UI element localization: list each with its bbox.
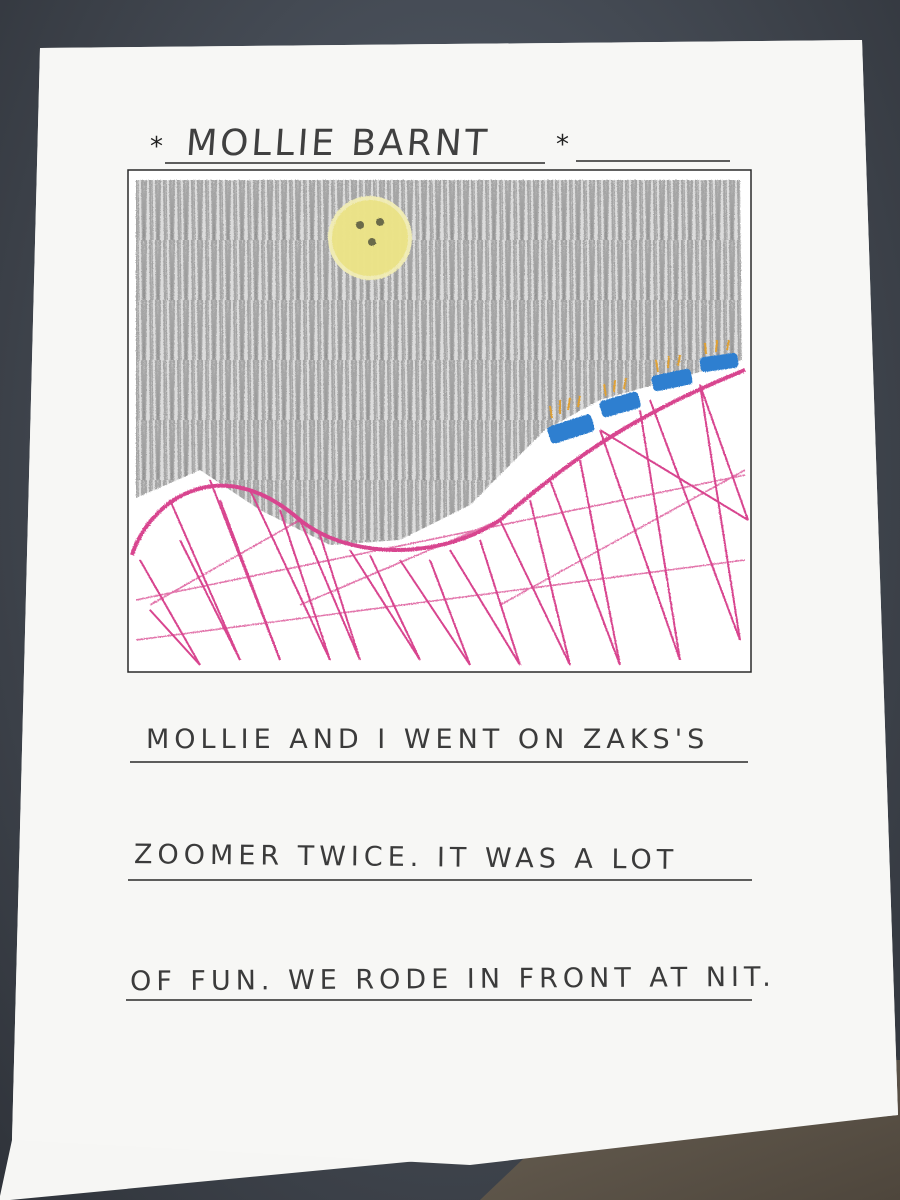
moon bbox=[328, 196, 412, 280]
story-line-3: OF FUN. WE RODE IN FRONT AT NIT. bbox=[129, 961, 776, 998]
student-name: MOLLIE BARNT bbox=[184, 123, 492, 164]
night-sky bbox=[136, 180, 742, 545]
story-line-2: ZOOMER TWICE. IT WAS A LOT bbox=[133, 839, 679, 876]
name-star-left: * bbox=[150, 132, 163, 162]
roller-coaster-track bbox=[130, 368, 749, 666]
name-star-right: * bbox=[556, 130, 569, 160]
roller-coaster-cars bbox=[547, 339, 739, 444]
story-line-1: MOLLIE AND I WENT ON ZAKS'S bbox=[146, 724, 710, 755]
